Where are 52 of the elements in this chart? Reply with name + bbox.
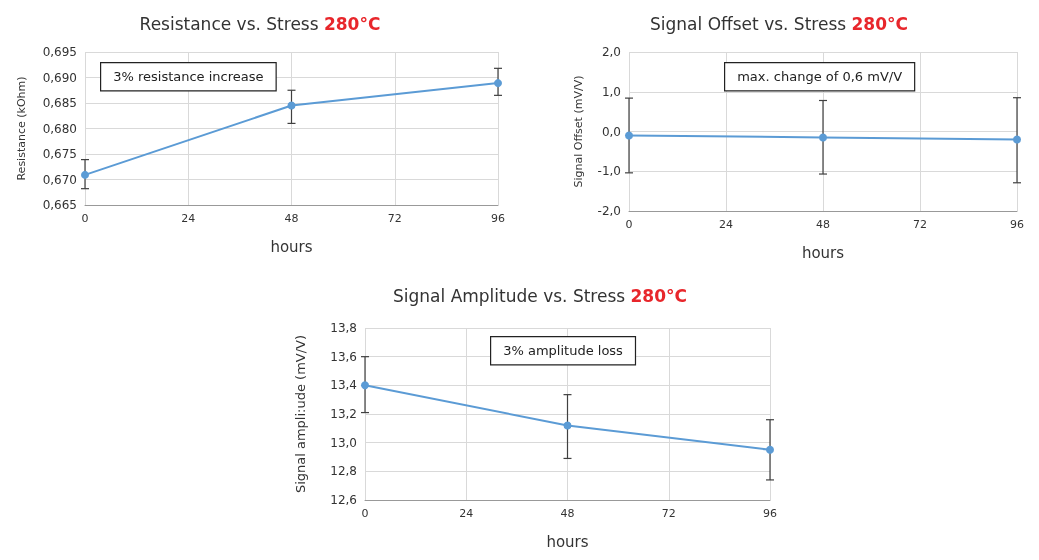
y-axis-title: Resistance (kOhm) [15, 76, 28, 181]
y-tick-label: -2,0 [597, 204, 621, 218]
x-tick-label: 48 [560, 507, 575, 520]
x-tick-label: 96 [763, 507, 777, 520]
y-axis-title: Signal ampli:ude (mV/V) [293, 334, 308, 494]
x-tick-label: 96 [491, 212, 505, 225]
y-tick-label: 0,695 [42, 45, 77, 59]
y-tick-label: 2,0 [601, 45, 621, 59]
chart-title: Resistance vs. Stress 280°C [139, 13, 381, 34]
annotation: 3% amplitude loss [503, 343, 624, 359]
point [361, 381, 369, 390]
annotation: max. change of 0,6 mV/V [737, 69, 903, 85]
x-tick-label: 24 [719, 218, 733, 231]
point [563, 421, 572, 430]
y-tick-label: 13,8 [330, 321, 357, 335]
y-tick-label: 13,4 [330, 378, 357, 393]
point [494, 79, 502, 88]
y-tick-label: 1,0 [601, 84, 621, 99]
y-tick-label: 12,6 [330, 493, 357, 507]
x-tick-label: 72 [387, 212, 402, 225]
y-tick-label: 13,6 [330, 349, 357, 364]
y-tick-label: 0,685 [42, 96, 77, 110]
y-axis-title: Signal Offset (mV/V) [572, 75, 585, 188]
x-tick-label: 48 [816, 218, 830, 231]
chart-title: Signal Amplitude vs. Stress 280°C [393, 285, 687, 306]
y-tick-label: 0,690 [42, 70, 77, 85]
x-axis-title: hours [270, 237, 313, 256]
y-tick-label: 0,680 [42, 121, 77, 136]
annotation: 3% resistance increase [113, 69, 264, 85]
point [287, 101, 296, 110]
x-tick-label: 0 [625, 218, 633, 231]
point [766, 445, 774, 454]
x-axis-title: hours [801, 243, 845, 262]
x-tick-label: 96 [1010, 218, 1024, 231]
y-tick-label: -1,0 [597, 164, 621, 179]
y-tick-label: 0,665 [42, 198, 77, 212]
x-tick-label: 24 [459, 507, 474, 520]
x-axis-title: hours [546, 532, 589, 551]
x-tick-label: 24 [181, 212, 196, 225]
y-tick-label: 0,670 [42, 172, 77, 187]
y-tick-label: 12,8 [330, 464, 357, 479]
y-tick-label: 13,2 [330, 407, 357, 421]
y-tick-label: 13,0 [330, 435, 357, 450]
point [81, 170, 89, 179]
y-tick-label: 0,0 [601, 124, 621, 139]
y-tick-label: 0,675 [42, 147, 77, 161]
x-tick-label: 48 [284, 212, 299, 225]
chart-title: Signal Offset vs. Stress 280°C [650, 13, 908, 34]
x-tick-label: 72 [661, 507, 676, 520]
x-tick-label: 72 [913, 218, 927, 231]
x-tick-label: 0 [81, 212, 89, 225]
x-tick-label: 0 [361, 507, 369, 520]
